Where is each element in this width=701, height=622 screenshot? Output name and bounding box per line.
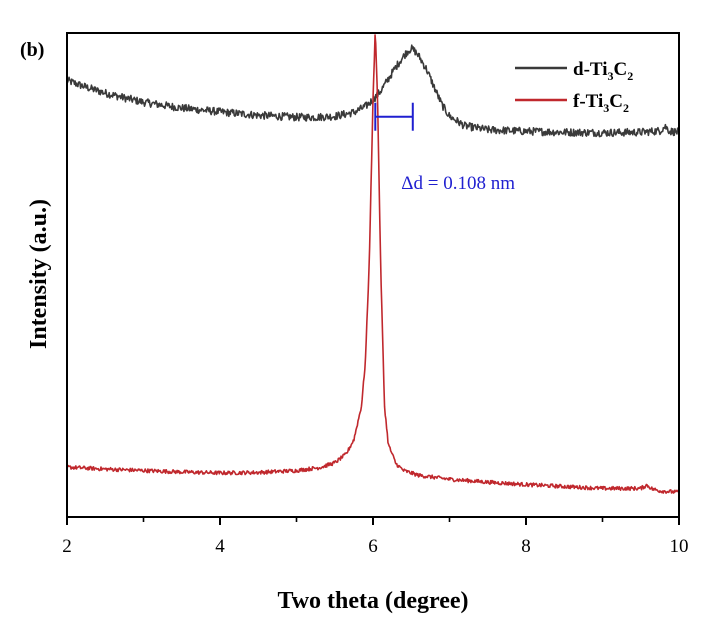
x-tick-label-6: 6: [368, 536, 378, 557]
legend: d-Ti3C2 f-Ti3C2: [515, 59, 633, 115]
legend-label-0: d-Ti3C2: [573, 59, 633, 83]
y-axis-label: Intensity (a.u.): [26, 199, 52, 349]
legend-label-1: f-Ti3C2: [573, 91, 629, 115]
x-axis-label: Two theta (degree): [277, 588, 468, 614]
delta-d-annotation: Δd = 0.108 nm: [374, 102, 515, 194]
series-layer: [66, 34, 680, 494]
x-tick-label-4: 4: [215, 536, 225, 557]
series-line-f-ti3c2: [66, 34, 680, 494]
delta-d-label: Δd = 0.108 nm: [401, 173, 515, 194]
x-axis-ticks: [66, 517, 680, 525]
panel-label: (b): [20, 39, 44, 61]
x-tick-label-10: 10: [670, 536, 689, 557]
x-tick-label-2: 2: [62, 536, 72, 557]
x-tick-label-8: 8: [521, 536, 531, 557]
x-axis-tick-labels: 2 4 6 8 10: [62, 536, 688, 557]
